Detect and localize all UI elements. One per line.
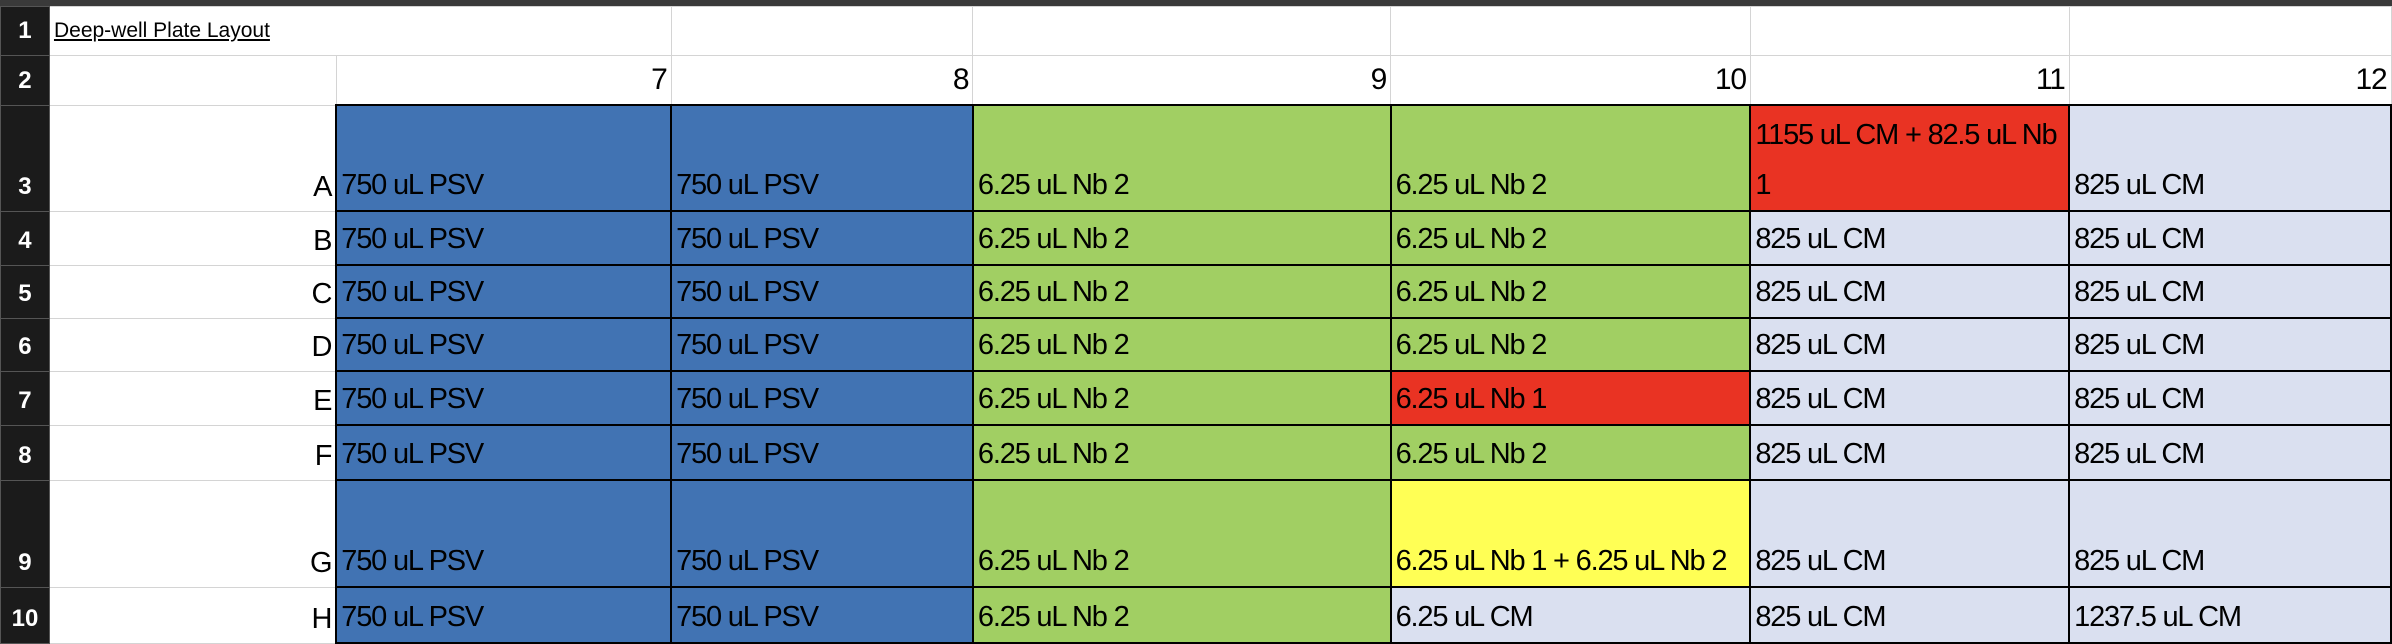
row-letter-cell[interactable]: A [48,104,337,212]
well-cell[interactable]: 825 uL CM [1749,317,2071,372]
well-cell[interactable]: 6.25 uL Nb 2 [971,424,1392,481]
well-cell[interactable]: 6.25 uL Nb 2 [971,479,1392,588]
well-cell[interactable]: 750 uL PSV [335,317,673,372]
empty-cell[interactable] [1390,6,1751,56]
well-cell[interactable]: 6.25 uL Nb 2 [971,104,1392,212]
column-number-cell[interactable]: 8 [670,55,974,106]
row-letter-cell[interactable]: F [48,424,337,481]
well-cell[interactable]: 750 uL PSV [335,370,673,426]
well-cell[interactable]: 6.25 uL Nb 2 [1389,104,1752,212]
empty-cell[interactable] [1749,6,2070,56]
column-number-cell[interactable]: 10 [1390,55,1751,106]
row-1: 1 Deep-well Plate Layout [0,6,2392,56]
well-cell[interactable]: 825 uL CM [1749,586,2071,644]
well-cell[interactable]: 825 uL CM [2068,424,2392,481]
well-cell[interactable]: 1155 uL CM + 82.5 uL Nb 1 [1749,104,2071,212]
well-cell[interactable]: 6.25 uL Nb 2 [971,210,1392,266]
well-cell[interactable]: 750 uL PSV [335,424,673,481]
well-cell[interactable]: 6.25 uL Nb 2 [1389,424,1752,481]
well-cell[interactable]: 6.25 uL Nb 2 [971,317,1392,372]
well-cell[interactable]: 825 uL CM [2068,479,2392,588]
well-cell[interactable]: 6.25 uL CM [1389,586,1752,644]
well-cell[interactable]: 6.25 uL Nb 2 [971,264,1392,319]
column-number-cell[interactable]: 12 [2068,55,2392,106]
plate-row-C: 5 C 750 uL PSV 750 uL PSV 6.25 uL Nb 2 6.25 u… [0,264,2392,319]
row-letter-cell[interactable]: H [48,586,337,644]
well-cell[interactable]: 750 uL PSV [670,586,974,644]
well-cell[interactable]: 750 uL PSV [335,210,673,266]
plate-row-D: 6 D 750 uL PSV 750 uL PSV 6.25 uL Nb 2 6.25 u… [0,317,2392,372]
row-letter-cell[interactable]: E [48,370,337,426]
empty-cell[interactable] [972,6,1392,56]
well-cell[interactable]: 750 uL PSV [670,370,974,426]
well-cell[interactable]: 6.25 uL Nb 1 [1389,370,1752,426]
row-header[interactable]: 10 [0,586,50,644]
sheet-title-cell[interactable]: Deep-well Plate Layout [48,6,672,56]
column-number-cell[interactable]: 7 [335,55,672,106]
well-cell[interactable]: 6.25 uL Nb 2 [1389,264,1752,319]
well-cell[interactable]: 825 uL CM [2068,264,2392,319]
sheet-top-border [0,0,2392,6]
well-cell[interactable]: 6.25 uL Nb 2 [1389,210,1752,266]
well-cell[interactable]: 1237.5 uL CM [2068,586,2392,644]
well-cell[interactable]: 825 uL CM [2068,370,2392,426]
row-header[interactable]: 7 [0,370,50,426]
plate-row-E: 7 E 750 uL PSV 750 uL PSV 6.25 uL Nb 2 6.25 u… [0,370,2392,426]
plate-row-H: 10 H 750 uL PSV 750 uL PSV 6.25 uL Nb 2 6.25 … [0,586,2392,644]
row-header[interactable]: 8 [0,424,50,481]
well-cell[interactable]: 825 uL CM [2068,210,2392,266]
well-cell[interactable]: 6.25 uL Nb 1 + 6.25 uL Nb 2 [1389,479,1752,588]
empty-cell[interactable] [2068,6,2392,56]
well-cell[interactable]: 825 uL CM [1749,479,2071,588]
well-cell[interactable]: 750 uL PSV [670,479,974,588]
well-cell[interactable]: 825 uL CM [1749,424,2071,481]
well-cell[interactable]: 750 uL PSV [335,264,673,319]
row-header[interactable]: 1 [0,6,50,56]
plate-row-F: 8 F 750 uL PSV 750 uL PSV 6.25 uL Nb 2 6.25 u… [0,424,2392,481]
column-number-cell[interactable]: 9 [972,55,1392,106]
well-cell[interactable]: 750 uL PSV [670,104,974,212]
row-header[interactable]: 6 [0,317,50,372]
well-cell[interactable]: 6.25 uL Nb 2 [971,370,1392,426]
row-letter-cell[interactable]: B [48,210,337,266]
well-cell[interactable]: 6.25 uL Nb 2 [1389,317,1752,372]
well-cell[interactable]: 750 uL PSV [670,264,974,319]
well-cell[interactable]: 825 uL CM [2068,317,2392,372]
well-cell[interactable]: 825 uL CM [1749,210,2071,266]
row-letter-cell[interactable]: C [48,264,337,319]
row-header[interactable]: 5 [0,264,50,319]
row-2: 2 7 8 9 10 11 12 [0,55,2392,106]
well-cell[interactable]: 750 uL PSV [335,586,673,644]
well-cell[interactable]: 750 uL PSV [335,104,673,212]
empty-cell[interactable] [48,55,337,106]
row-header[interactable]: 9 [0,479,50,588]
column-number-cell[interactable]: 11 [1749,55,2070,106]
well-cell[interactable]: 750 uL PSV [670,317,974,372]
well-cell[interactable]: 750 uL PSV [670,424,974,481]
spreadsheet-grid: 1 Deep-well Plate Layout 2 7 8 9 10 11 12 3 A 750 u… [0,6,2392,644]
plate-row-G: 9 G 750 uL PSV 750 uL PSV 6.25 uL Nb 2 6.25 u… [0,479,2392,588]
row-letter-cell[interactable]: G [48,479,337,588]
well-cell[interactable]: 825 uL CM [1749,264,2071,319]
empty-cell[interactable] [670,6,974,56]
row-header[interactable]: 4 [0,210,50,266]
row-header[interactable]: 2 [0,55,50,106]
row-header[interactable]: 3 [0,104,50,212]
well-cell[interactable]: 6.25 uL Nb 2 [971,586,1392,644]
row-letter-cell[interactable]: D [48,317,337,372]
well-cell[interactable]: 750 uL PSV [335,479,673,588]
well-cell[interactable]: 750 uL PSV [670,210,974,266]
well-cell[interactable]: 825 uL CM [2068,104,2392,212]
well-cell[interactable]: 825 uL CM [1749,370,2071,426]
plate-row-A: 3 A 750 uL PSV 750 uL PSV 6.25 uL Nb 2 6.25 u… [0,104,2392,212]
plate-row-B: 4 B 750 uL PSV 750 uL PSV 6.25 uL Nb 2 6.25 u… [0,210,2392,266]
